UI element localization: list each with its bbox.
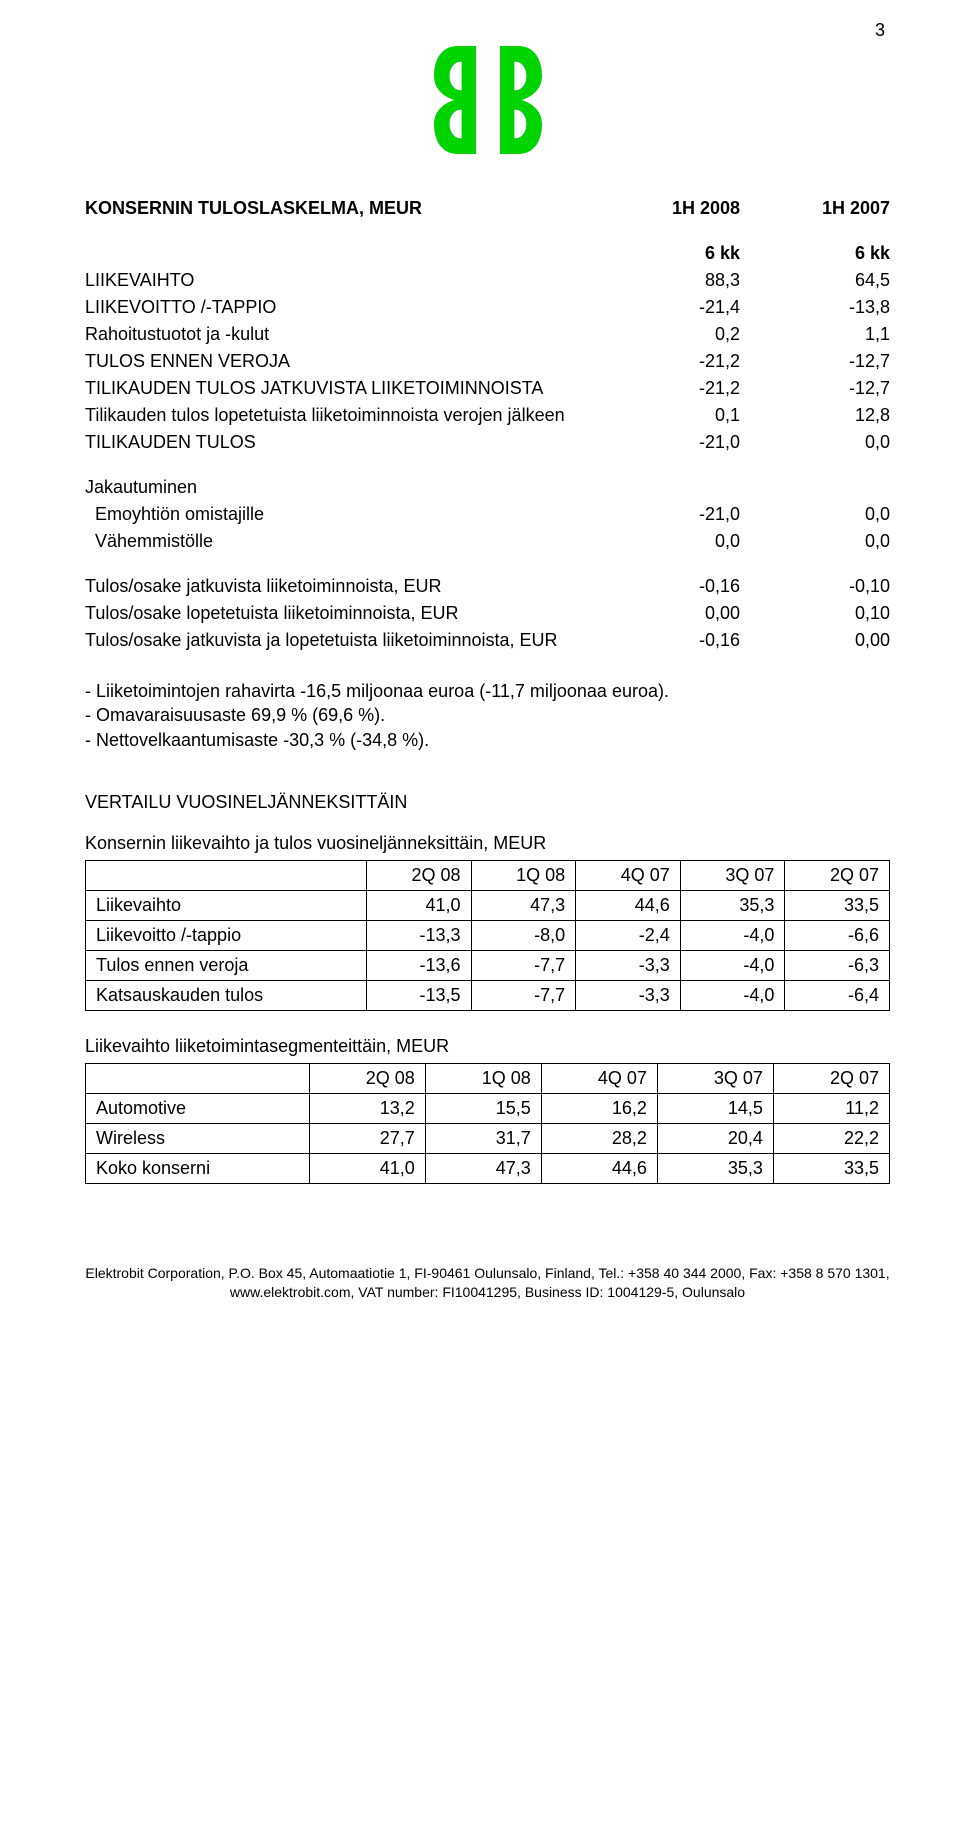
quarterly-caption-2: Liikevaihto liiketoimintasegmenteittäin,… [85, 1036, 890, 1057]
quarterly-caption-1: Konsernin liikevaihto ja tulos vuosinelj… [85, 833, 890, 854]
income-col2-header: 1H 2007 [770, 195, 890, 222]
jakautuminen-label: Jakautuminen [85, 474, 650, 501]
table-row: LIIKEVAIHTO 88,3 64,5 [85, 267, 890, 294]
table-row: Tulos/osake jatkuvista liiketoiminnoista… [85, 573, 890, 600]
notes-paragraph: - Liiketoimintojen rahavirta -16,5 miljo… [85, 679, 890, 752]
eb-logo-icon [428, 40, 548, 160]
income-col1-header: 1H 2008 [650, 195, 770, 222]
page-footer: Elektrobit Corporation, P.O. Box 45, Aut… [85, 1264, 890, 1303]
table-row: Liikevoitto /-tappio -13,3 -8,0 -2,4 -4,… [86, 920, 890, 950]
income-period1: 6 kk [650, 240, 770, 267]
table-header-row: 2Q 08 1Q 08 4Q 07 3Q 07 2Q 07 [86, 1063, 890, 1093]
footer-line-2: www.elektrobit.com, VAT number: FI100412… [230, 1284, 745, 1300]
page-number: 3 [875, 20, 885, 41]
note-line: - Liiketoimintojen rahavirta -16,5 miljo… [85, 681, 669, 701]
table-row: TILIKAUDEN TULOS JATKUVISTA LIIKETOIMINN… [85, 375, 890, 402]
table-row: Liikevaihto 41,0 47,3 44,6 35,3 33,5 [86, 890, 890, 920]
page-container: 3 KONSERNIN TULOSLASKELMA, MEUR 1H 2008 … [0, 0, 960, 1363]
footer-line-1: Elektrobit Corporation, P.O. Box 45, Aut… [85, 1265, 889, 1281]
table-row: Katsauskauden tulos -13,5 -7,7 -3,3 -4,0… [86, 980, 890, 1010]
table-row: Tulos/osake jatkuvista ja lopetetuista l… [85, 627, 890, 654]
table-row: Tulos ennen veroja -13,6 -7,7 -3,3 -4,0 … [86, 950, 890, 980]
quarterly-table-2: 2Q 08 1Q 08 4Q 07 3Q 07 2Q 07 Automotive… [85, 1063, 890, 1184]
table-row: Tilikauden tulos lopetetuista liiketoimi… [85, 402, 890, 429]
table-row: Wireless 27,7 31,7 28,2 20,4 22,2 [86, 1123, 890, 1153]
table-row: Tulos/osake lopetetuista liiketoiminnois… [85, 600, 890, 627]
table-row: Rahoitustuotot ja -kulut 0,2 1,1 [85, 321, 890, 348]
income-title: KONSERNIN TULOSLASKELMA, MEUR [85, 195, 650, 222]
table-row: TILIKAUDEN TULOS -21,0 0,0 [85, 429, 890, 456]
table-header-row: 2Q 08 1Q 08 4Q 07 3Q 07 2Q 07 [86, 860, 890, 890]
table-row: Vähemmistölle 0,0 0,0 [85, 528, 890, 555]
table-row: LIIKEVOITTO /-TAPPIO -21,4 -13,8 [85, 294, 890, 321]
quarterly-section-title: VERTAILU VUOSINELJÄNNEKSITTÄIN [85, 792, 890, 813]
table-row: Emoyhtiön omistajille -21,0 0,0 [85, 501, 890, 528]
note-line: - Omavaraisuusaste 69,9 % (69,6 %). [85, 705, 385, 725]
income-statement-table: KONSERNIN TULOSLASKELMA, MEUR 1H 2008 1H… [85, 195, 890, 654]
table-row: TULOS ENNEN VEROJA -21,2 -12,7 [85, 348, 890, 375]
income-period2: 6 kk [770, 240, 890, 267]
table-row: Koko konserni 41,0 47,3 44,6 35,3 33,5 [86, 1153, 890, 1183]
quarterly-table-1: 2Q 08 1Q 08 4Q 07 3Q 07 2Q 07 Liikevaiht… [85, 860, 890, 1011]
table-row: Automotive 13,2 15,5 16,2 14,5 11,2 [86, 1093, 890, 1123]
note-line: - Nettovelkaantumisaste -30,3 % (-34,8 %… [85, 730, 429, 750]
